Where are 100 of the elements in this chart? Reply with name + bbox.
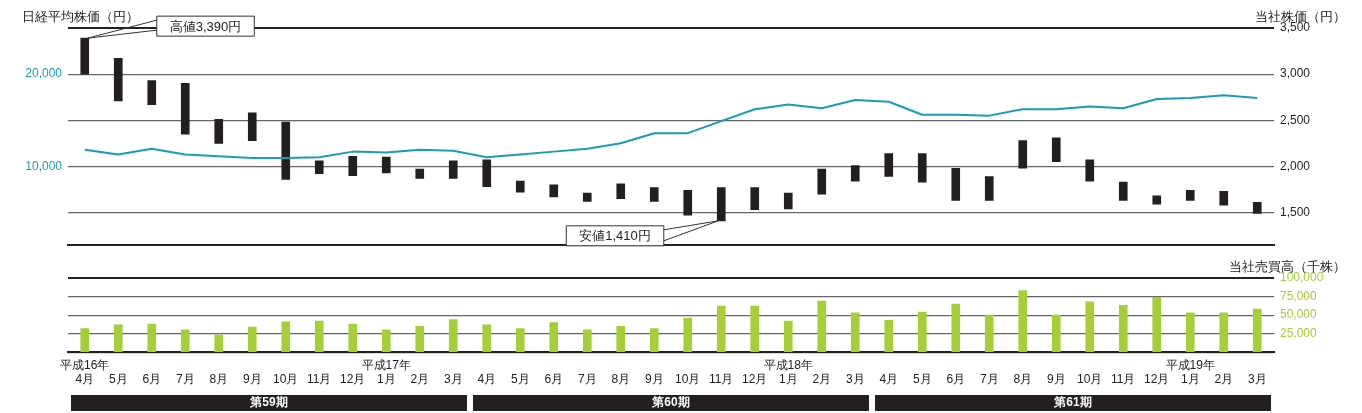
bar	[448, 160, 458, 179]
x-tick-label: 平成16年 4月	[60, 357, 110, 387]
y2-tick-label: 1,500	[1280, 204, 1311, 219]
x-tick-label: 11月	[307, 372, 332, 387]
bar	[649, 328, 659, 352]
bar	[951, 303, 961, 352]
bar	[515, 180, 525, 193]
bar	[515, 328, 525, 352]
bar	[1051, 314, 1061, 352]
text: 第60期	[651, 395, 690, 410]
x-tick-label: 8月	[611, 372, 631, 387]
bar	[783, 320, 793, 352]
x-tick-label: 6月	[544, 372, 564, 387]
bar	[1219, 190, 1229, 206]
bar	[281, 321, 291, 352]
bar	[147, 323, 157, 352]
bar	[716, 305, 726, 352]
x-tick-label: 4月	[879, 372, 899, 387]
bar	[1152, 195, 1162, 205]
y2-tick-label: 3,000	[1280, 66, 1311, 81]
bar	[381, 156, 391, 174]
bar	[984, 176, 994, 201]
bar	[1185, 312, 1195, 352]
x-tick-label: 7月	[979, 372, 999, 387]
y2-tick-label: 2,500	[1280, 112, 1311, 127]
x-tick-label: 3月	[443, 372, 463, 387]
bar	[482, 324, 492, 352]
bar	[582, 192, 592, 202]
x-tick-label: 2月	[1214, 372, 1234, 387]
y-axis-title: 日経平均株価（円）	[22, 8, 139, 24]
bar	[381, 329, 391, 352]
bar	[984, 314, 994, 352]
bar	[683, 317, 693, 352]
bar	[683, 190, 693, 216]
x-tick-label: 10月	[675, 372, 701, 387]
bar	[750, 305, 760, 352]
bar	[214, 334, 224, 352]
bar	[917, 311, 927, 352]
bar	[113, 58, 123, 102]
bar	[750, 187, 760, 211]
bar	[1018, 140, 1028, 169]
bar	[348, 155, 358, 176]
bar	[415, 325, 425, 352]
bar	[549, 184, 559, 198]
annotation: 安値1,410円	[579, 228, 651, 244]
bar	[1051, 137, 1061, 163]
bar	[817, 300, 827, 352]
x-tick-label: 12月	[1144, 372, 1170, 387]
bar	[1018, 290, 1028, 352]
x-tick-label: 2月	[812, 372, 832, 387]
x-tick-label: 5月	[108, 372, 128, 387]
bar	[951, 167, 961, 201]
x-tick-label: 12月	[742, 372, 768, 387]
bar	[80, 328, 90, 352]
bar	[1085, 301, 1095, 352]
x-tick-label: 3月	[1247, 372, 1267, 387]
y-tick-label: 10,000	[25, 158, 63, 173]
bar	[281, 121, 291, 180]
x-tick-label: 5月	[912, 372, 932, 387]
bar	[549, 322, 559, 352]
bar	[850, 165, 860, 182]
bar	[1185, 190, 1195, 201]
bar	[113, 324, 123, 352]
annotation: 高値3,390円	[169, 18, 242, 34]
x-tick-label: 12月	[340, 372, 366, 387]
bar	[783, 192, 793, 210]
bar	[482, 159, 492, 188]
x-tick-label: 9月	[644, 372, 664, 387]
y-tick-label: 25,000	[1280, 325, 1318, 340]
bar	[1118, 305, 1128, 352]
bar	[180, 329, 190, 352]
bar	[247, 326, 257, 352]
bar	[884, 153, 894, 177]
x-tick-label: 4月	[477, 372, 497, 387]
x-tick-label: 6月	[142, 372, 162, 387]
bar	[448, 319, 458, 352]
y2-tick-label: 2,000	[1280, 158, 1311, 173]
bar	[716, 187, 726, 222]
y-tick-label: 20,000	[25, 66, 63, 81]
bar	[616, 183, 626, 199]
x-tick-label: 11月	[709, 372, 734, 387]
x-tick-label: 9月	[242, 372, 262, 387]
bar	[582, 329, 592, 352]
x-tick-label: 5月	[510, 372, 530, 387]
bar	[1219, 312, 1229, 352]
bar	[147, 80, 157, 105]
bar	[348, 323, 358, 352]
bar	[80, 37, 90, 75]
y-tick-label: 50,000	[1280, 307, 1318, 322]
x-tick-label: 11月	[1111, 372, 1136, 387]
bar	[1085, 159, 1095, 182]
x-tick-label: 3月	[845, 372, 865, 387]
x-tick-label: 8月	[1013, 372, 1033, 387]
bar	[1118, 181, 1128, 201]
y-tick-label: 75,000	[1280, 288, 1318, 303]
bar	[917, 153, 927, 183]
bar	[314, 160, 324, 175]
x-tick-label: 8月	[209, 372, 229, 387]
bar	[180, 83, 190, 135]
x-tick-label: 7月	[577, 372, 597, 387]
